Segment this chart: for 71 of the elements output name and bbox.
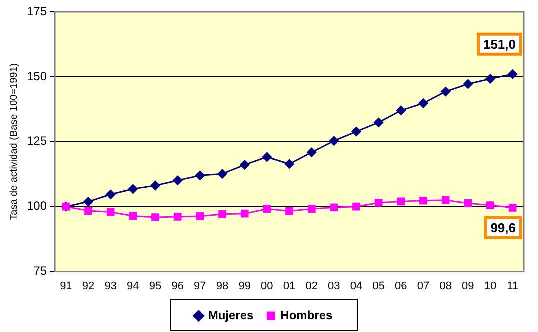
x-tick-label: 98 [216, 280, 229, 292]
x-tick-label: 97 [194, 280, 206, 292]
x-tick-label: 99 [238, 280, 251, 292]
point [352, 127, 362, 137]
x-tick-label: 02 [306, 280, 318, 292]
point [418, 98, 428, 108]
x-tick-label: 96 [172, 280, 184, 292]
point [442, 196, 450, 204]
point [84, 197, 94, 207]
annotation: 99,6 [490, 220, 516, 236]
point [129, 212, 138, 220]
x-tick-label: 11 [507, 280, 519, 292]
point [396, 106, 406, 116]
point [106, 190, 116, 200]
x-tick-label: 08 [440, 280, 452, 292]
point [508, 70, 518, 80]
point [486, 74, 496, 84]
point [240, 210, 249, 218]
x-tick-label: 03 [328, 280, 340, 292]
point [486, 202, 494, 210]
point [128, 184, 138, 194]
point [240, 160, 250, 170]
point [218, 210, 226, 218]
annotation: 151,0 [483, 36, 516, 52]
x-tick-label: 09 [462, 280, 474, 292]
y-tick-label: 150 [26, 69, 48, 84]
y-tick-label: 175 [26, 4, 48, 18]
y-tick-label: 100 [26, 199, 48, 214]
point [173, 176, 183, 186]
point [218, 169, 228, 179]
x-tick-label: 94 [127, 280, 140, 292]
point [263, 205, 272, 214]
x-tick-label: 93 [104, 280, 117, 292]
point [464, 200, 472, 208]
y-tick-label: 75 [34, 264, 48, 278]
legend-label: Mujeres [208, 308, 254, 322]
point [84, 207, 92, 215]
point [262, 152, 272, 162]
x-tick-label: 05 [372, 280, 385, 292]
x-tick-label: 91 [60, 280, 72, 292]
point [441, 87, 451, 97]
point [330, 204, 338, 212]
point [307, 148, 317, 158]
point [463, 79, 473, 89]
x-tick-label: 04 [350, 280, 363, 292]
point [352, 202, 360, 211]
legend-label: Hombres [280, 308, 334, 322]
point [196, 212, 204, 220]
point [286, 207, 294, 216]
x-tick-label: 01 [283, 280, 296, 292]
y-axis-title: Tasa de actividad (Base 100=1991) [8, 63, 20, 220]
point [374, 118, 384, 128]
x-tick-label: 06 [395, 280, 408, 292]
point [150, 181, 160, 191]
point [174, 213, 182, 221]
point [397, 198, 406, 206]
x-tick-label: 95 [149, 280, 162, 292]
x-tick-label: 07 [417, 280, 430, 292]
point [508, 204, 517, 212]
point [152, 214, 160, 222]
x-tick-label: 10 [484, 280, 497, 292]
point [374, 199, 383, 207]
point [329, 136, 339, 146]
point [106, 208, 115, 216]
point [284, 159, 294, 169]
x-tick-label: 92 [82, 280, 95, 292]
x-tick-label: 00 [261, 280, 274, 292]
point [195, 170, 205, 180]
y-tick-label: 125 [26, 134, 48, 148]
point [308, 205, 316, 214]
point [420, 196, 428, 205]
